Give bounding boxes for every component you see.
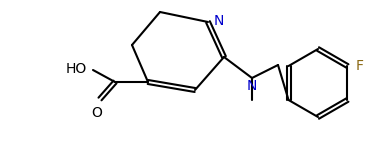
Text: N: N	[214, 14, 224, 28]
Text: N: N	[247, 79, 257, 93]
Text: O: O	[91, 106, 102, 120]
Text: F: F	[356, 59, 363, 73]
Text: HO: HO	[66, 62, 87, 76]
